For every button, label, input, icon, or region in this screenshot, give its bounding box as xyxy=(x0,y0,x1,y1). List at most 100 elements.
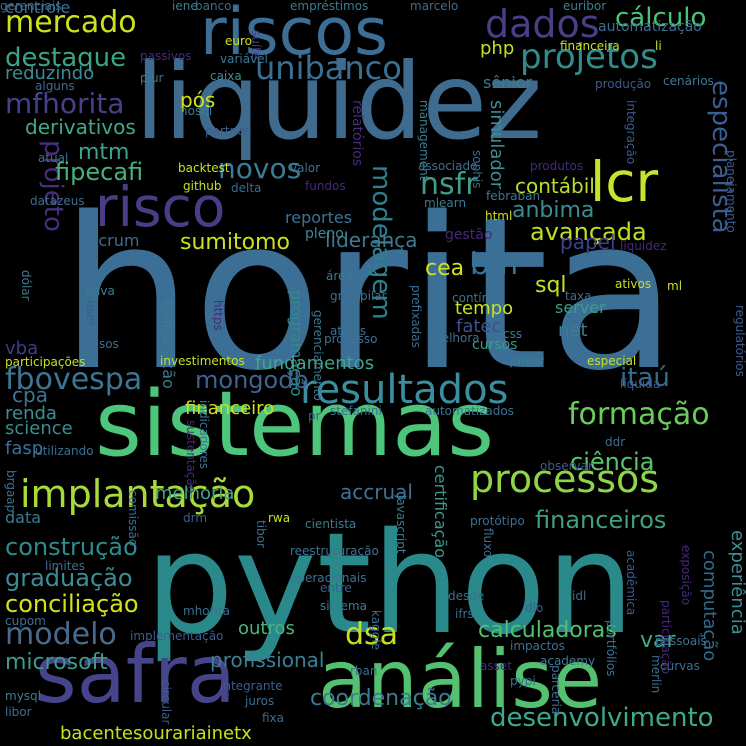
word-168: tibor xyxy=(254,520,268,548)
word-72: fasp xyxy=(5,438,44,459)
word-141: participações xyxy=(5,355,86,369)
word-174: idl xyxy=(572,589,587,603)
word-148: automatizados xyxy=(425,404,514,418)
word-132: contínua xyxy=(452,291,505,305)
word-189: pypi xyxy=(510,674,536,688)
word-106: relatórios xyxy=(349,100,365,167)
word-171: sistema xyxy=(320,599,367,613)
word-113: produtos xyxy=(530,159,584,173)
word-85: cursos xyxy=(472,337,518,353)
word-14: unibanco xyxy=(255,49,402,87)
word-11: processos xyxy=(470,457,660,501)
word-127: prefixadas xyxy=(409,285,423,348)
word-122: liquidez xyxy=(620,239,667,253)
word-195: fixa xyxy=(262,711,285,725)
word-116: fundos xyxy=(305,179,346,193)
word-32: bm xyxy=(470,247,519,282)
word-162: fluxo xyxy=(481,528,495,558)
word-178: kaggle xyxy=(369,610,383,651)
word-152: pr xyxy=(308,409,321,423)
word-183: impactos xyxy=(510,639,565,653)
word-47: profissional xyxy=(210,648,325,672)
word-165: acadêmica xyxy=(624,550,638,616)
word-167: rwa xyxy=(268,511,291,525)
word-8: lcr xyxy=(590,150,659,214)
word-131: regulatórios xyxy=(733,305,746,377)
word-40: microsoft xyxy=(5,650,108,675)
word-71: science xyxy=(5,418,73,439)
word-138: css xyxy=(503,327,523,341)
word-23: mfhorita xyxy=(5,87,125,120)
word-196: gerenciais xyxy=(0,0,62,13)
word-96: variável xyxy=(220,52,268,66)
word-110: github xyxy=(183,179,222,193)
word-9: resultados xyxy=(300,367,509,413)
word-140: melhora xyxy=(430,331,480,345)
word-65: programação xyxy=(287,290,306,397)
word-21: fbovespa xyxy=(5,362,143,397)
word-19: nsfr xyxy=(420,167,478,202)
word-155: brgaap xyxy=(4,470,18,513)
word-118: planejamento xyxy=(724,150,738,233)
word-153: ddr xyxy=(605,435,626,449)
word-192: integrante xyxy=(220,679,283,693)
word-27: financeiros xyxy=(535,506,667,534)
word-44: mtm xyxy=(78,140,130,165)
word-22: formação xyxy=(568,397,710,432)
word-77: controle xyxy=(5,0,71,17)
word-51: experiência xyxy=(727,530,746,635)
word-89: euribor xyxy=(563,0,607,13)
word-103: nosql xyxy=(180,104,213,118)
word-143: investimentos xyxy=(160,354,245,368)
word-90: iene xyxy=(172,0,198,13)
word-125: área xyxy=(326,269,353,283)
word-29: destaque xyxy=(5,43,127,73)
word-68: melhoria xyxy=(155,483,235,504)
word-151: indicadores xyxy=(197,400,211,470)
word-186: merlin xyxy=(649,655,663,694)
word-7: risco xyxy=(95,175,226,239)
word-185: curvas xyxy=(660,659,700,673)
word-37: conciliação xyxy=(5,590,139,618)
word-130: taxa xyxy=(565,289,592,303)
word-87: empréstimos xyxy=(290,0,369,13)
word-39: coordenação xyxy=(310,686,452,711)
word-124: ativa xyxy=(85,284,115,298)
word-33: itaú xyxy=(620,363,670,393)
word-97: pjur xyxy=(140,71,164,85)
word-123: dólar xyxy=(19,270,33,301)
word-188: asset xyxy=(480,659,512,673)
word-58: net xyxy=(558,320,588,341)
word-55: papel xyxy=(560,230,616,254)
word-136: ativas xyxy=(330,324,367,338)
word-114: delta xyxy=(231,181,262,195)
word-126: gmail xyxy=(330,289,364,303)
word-129: ml xyxy=(667,279,683,293)
word-1: python xyxy=(145,503,635,666)
word-191: circular xyxy=(159,680,173,725)
word-75: financeiro xyxy=(185,398,275,419)
word-172: desde xyxy=(448,589,485,603)
word-79: automatização xyxy=(598,19,702,35)
word-2: liquidez xyxy=(135,41,543,163)
word-46: sumitomo xyxy=(180,230,290,255)
word-61: simulador xyxy=(486,100,507,190)
word-31: novos xyxy=(218,152,302,185)
word-41: calculadoras xyxy=(478,618,617,643)
word-121: html xyxy=(485,209,513,223)
word-53: contábil xyxy=(515,174,595,198)
word-4: análise xyxy=(318,633,603,726)
word-20: cálculo xyxy=(615,3,707,33)
word-184: academy xyxy=(540,654,596,668)
word-13: projetos xyxy=(520,37,658,77)
word-115: valor xyxy=(290,161,321,175)
word-182: rban xyxy=(350,664,378,678)
word-164: exposição xyxy=(679,545,693,606)
word-57: tempo xyxy=(455,298,514,319)
word-187: parceria xyxy=(549,665,563,715)
word-173: ifrs xyxy=(455,607,474,621)
word-25: dsa xyxy=(345,617,399,652)
word-166: reestruturação xyxy=(290,544,379,558)
word-100: produção xyxy=(595,77,652,91)
